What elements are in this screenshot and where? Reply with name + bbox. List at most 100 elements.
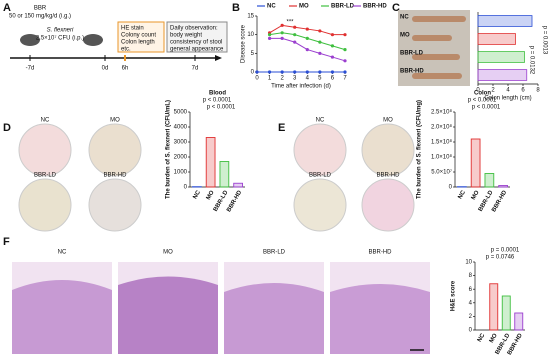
y-tick-label: 3000 — [174, 140, 188, 146]
image-label: MO — [110, 118, 120, 124]
x-axis-label: Time after infection (d) — [271, 84, 331, 90]
legend-label: BBR-LD — [331, 4, 355, 10]
category-label: NC — [400, 15, 409, 21]
legend-label: MO — [299, 4, 309, 10]
box-line: etc. — [121, 47, 131, 53]
y-axis-label: H&E score — [451, 280, 457, 311]
bar — [470, 138, 481, 188]
x-tick-label: 6 — [521, 88, 525, 94]
box — [117, 21, 165, 53]
y-tick-label: 8 — [469, 273, 473, 279]
box-line: consistency of stool — [170, 40, 222, 46]
image-label: BBR-LD — [309, 173, 332, 179]
point — [267, 33, 272, 37]
annotation: p = 0.0013 — [541, 26, 547, 55]
annotation: p < 0.0001 — [203, 98, 232, 104]
day-label: 0d — [102, 66, 109, 72]
x-tick-label: 3 — [293, 76, 297, 82]
point — [305, 36, 309, 41]
x-tick-label: MO — [206, 190, 216, 202]
bar — [477, 15, 533, 27]
y-tick-label: 2.5×10⁸ — [431, 109, 453, 116]
panel-label: F — [3, 236, 10, 248]
legend-label: BBR-HD — [363, 4, 387, 10]
y-tick-label: 5000 — [174, 110, 188, 116]
annotation: p < 0.0001 — [468, 98, 497, 104]
point — [255, 70, 259, 74]
point — [293, 25, 297, 29]
timeline-diagram: BBR 50 or 150 mg/kg/d (i.g.) S. flexneri… — [9, 6, 228, 72]
y-tick-label: 10 — [247, 32, 254, 38]
point — [293, 70, 297, 74]
panel-label: B — [232, 2, 240, 14]
day-label: 6h — [122, 66, 129, 72]
image-label: BBR-HD — [376, 173, 400, 179]
drug: BBR — [34, 6, 47, 12]
annotation: p = 0.0132 — [528, 46, 534, 75]
point — [280, 31, 284, 35]
x-tick-label: 0 — [476, 88, 480, 94]
x-tick-label: 1 — [268, 76, 272, 82]
point — [343, 59, 347, 63]
panel-label: A — [3, 2, 11, 14]
box-line: general appearance — [170, 47, 224, 53]
box-line: Daily observation: — [170, 26, 218, 32]
category-label: BBR-HD — [400, 69, 424, 75]
mouse-icon — [83, 34, 103, 46]
bar — [498, 185, 508, 188]
y-tick-label: 4000 — [174, 125, 188, 131]
box-line: body weight — [170, 33, 202, 39]
bar — [205, 137, 216, 188]
bar — [489, 283, 499, 331]
image-label: MO — [383, 118, 393, 124]
point — [305, 27, 309, 31]
y-tick-label: 0 — [449, 185, 453, 191]
panel-label: C — [392, 2, 400, 14]
point — [330, 55, 335, 59]
bar — [501, 295, 511, 331]
y-tick-label: 0 — [469, 328, 473, 334]
x-tick-label: NC — [477, 332, 487, 343]
annotation: p = 0.0746 — [486, 255, 515, 261]
point — [318, 70, 322, 74]
point — [280, 70, 284, 74]
x-tick-label: 4 — [506, 88, 510, 94]
y-tick-label: 0 — [184, 185, 188, 191]
y-tick-label: 0 — [251, 70, 255, 76]
annotation: p = 0.0001 — [491, 248, 520, 254]
point — [343, 70, 347, 74]
image-label: BBR-LD — [34, 173, 57, 179]
bar — [219, 161, 230, 188]
y-tick-label: 2 — [469, 314, 473, 320]
x-tick-label: 2 — [491, 88, 495, 94]
x-tick-label: 4 — [306, 76, 310, 82]
arrow-head — [215, 55, 222, 61]
box — [166, 21, 228, 53]
bar — [233, 182, 243, 188]
day-label: 7d — [192, 66, 199, 72]
axis — [189, 112, 245, 188]
y-tick-label: 5.0×10⁷ — [431, 169, 452, 176]
annotation: p < 0.0001 — [207, 105, 236, 111]
x-tick-label: NC — [457, 189, 467, 200]
inoculum: 2.5×10⁷ CFU (i.p.) — [36, 35, 84, 42]
point — [305, 70, 309, 74]
point — [267, 70, 272, 74]
y-axis-label: The burden of S. flexneri (CFU/mL) — [166, 100, 172, 199]
image-label: BBR-HD — [103, 173, 127, 179]
box-line: Colon length — [121, 40, 155, 46]
point — [293, 40, 297, 44]
y-tick-label: 10 — [465, 260, 472, 266]
bar — [477, 69, 528, 81]
y-tick-label: 1.0×10⁸ — [431, 154, 453, 161]
y-tick-label: 4 — [469, 300, 473, 306]
y-tick-label: 5 — [251, 51, 255, 57]
y-tick-label: 1.5×10⁸ — [431, 139, 453, 146]
y-tick-label: 2000 — [174, 155, 188, 161]
axis — [256, 16, 345, 73]
annotation: *** — [286, 20, 294, 26]
y-axis-label: Disease score — [241, 24, 247, 63]
pathogen: S. flexneri — [47, 28, 74, 34]
image-label: BBR-HD — [368, 250, 392, 256]
bar — [477, 51, 525, 63]
